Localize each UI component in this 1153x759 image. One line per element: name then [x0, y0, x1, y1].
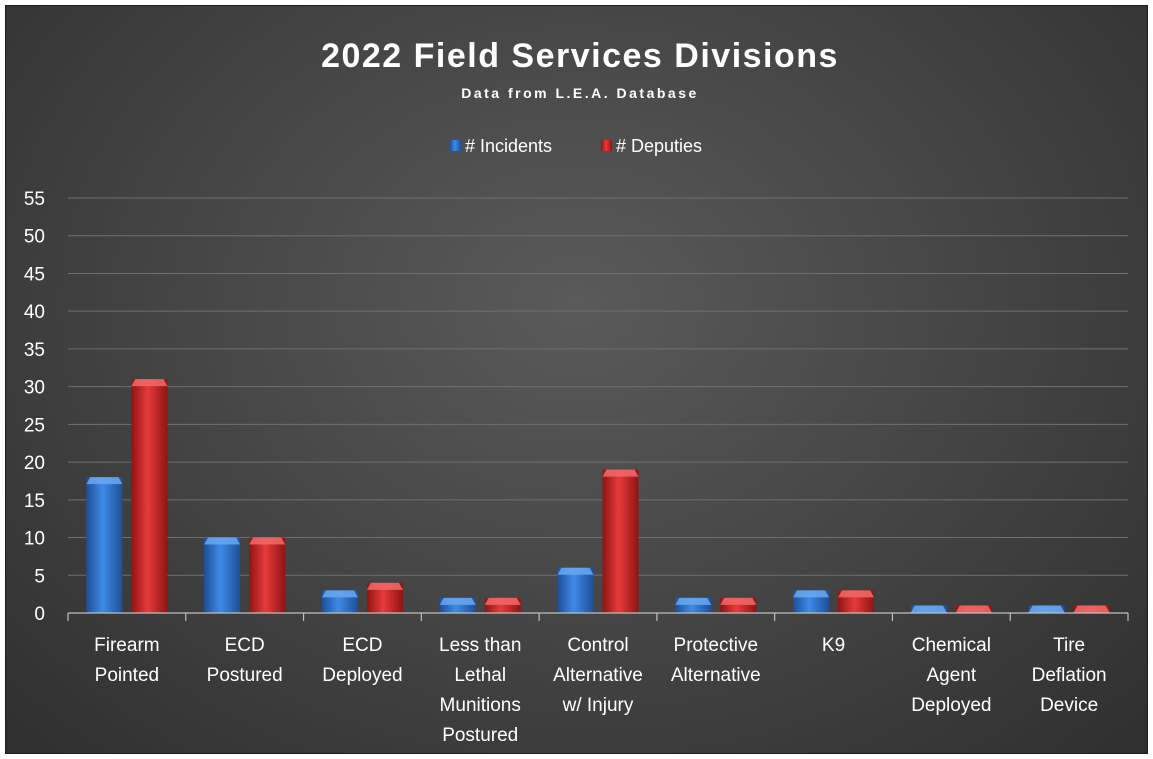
x-tick-label: Pointed — [95, 665, 159, 686]
bar-cap — [439, 597, 476, 605]
x-tick-label: Firearm — [94, 635, 159, 656]
legend: # Incidents # Deputies — [450, 136, 702, 156]
y-tick-label: 45 — [24, 264, 45, 285]
bar-cap — [838, 590, 875, 598]
y-tick-label: 15 — [24, 491, 45, 512]
bar-cap — [793, 590, 830, 598]
x-tick-label: Alternative — [671, 665, 761, 686]
gridlines — [68, 197, 1128, 576]
bar-cap — [86, 477, 123, 485]
y-tick-label: 35 — [24, 340, 45, 361]
x-tick-label: w/ Injury — [562, 695, 634, 716]
bar-deputies — [602, 469, 639, 613]
bar-incidents — [557, 567, 594, 613]
x-tick-label: Tire — [1053, 635, 1085, 656]
bar-deputies — [131, 379, 168, 613]
bar-cap — [910, 605, 947, 613]
bar-cap — [204, 537, 241, 545]
y-tick-label: 30 — [24, 378, 45, 399]
y-tick-label: 5 — [34, 566, 45, 587]
x-tick-label: Alternative — [553, 665, 643, 686]
y-tick-label: 10 — [24, 529, 45, 550]
x-tick-label: Deflation — [1032, 665, 1107, 686]
y-tick-label: 55 — [24, 189, 45, 210]
y-tick-label: 0 — [34, 604, 45, 625]
x-tick-label: Agent — [927, 665, 977, 686]
legend-swatch-deputies — [601, 140, 612, 151]
legend-label-deputies: # Deputies — [616, 136, 702, 156]
x-tick-label: Lethal — [454, 665, 506, 686]
bars — [86, 379, 1110, 613]
bar-cap — [484, 597, 521, 605]
x-tick-label: ECD — [225, 635, 265, 656]
bar-cap — [557, 567, 594, 575]
y-tick-label: 40 — [24, 302, 45, 323]
x-tick-label: Chemical — [912, 635, 991, 656]
bar-cap — [955, 605, 992, 613]
x-tick-label: Device — [1040, 695, 1098, 716]
bar-cap — [366, 582, 403, 590]
x-tick-label: Deployed — [322, 665, 402, 686]
chart-area — [5, 5, 1148, 754]
x-tick-label: Postured — [207, 665, 283, 686]
x-tick-label: Less than — [439, 635, 521, 656]
x-tick-label: Munitions — [440, 695, 521, 716]
bar-incidents — [204, 537, 241, 613]
x-axis — [67, 612, 1129, 621]
bar-cap — [249, 537, 286, 545]
bar-cap — [1073, 605, 1110, 613]
bar-incidents — [86, 477, 123, 613]
x-tick-label: Protective — [674, 635, 758, 656]
y-tick-label: 20 — [24, 453, 45, 474]
x-tick-label: Postured — [442, 725, 518, 746]
bar-cap — [720, 597, 757, 605]
x-tick-label: Deployed — [911, 695, 991, 716]
y-axis: 0 5 10 15 20 25 30 35 40 45 50 55 — [24, 189, 45, 625]
bar-cap — [1028, 605, 1065, 613]
x-tick-label: K9 — [822, 635, 845, 656]
x-tick-label: Control — [567, 635, 628, 656]
x-axis-labels: Firearm Pointed ECD Postured ECD Deployed Less… — [94, 635, 1106, 746]
y-tick-label: 25 — [24, 415, 45, 436]
bar-deputies — [249, 537, 286, 613]
legend-label-incidents: # Incidents — [465, 136, 552, 156]
bar-cap — [675, 597, 712, 605]
y-tick-label: 50 — [24, 227, 45, 248]
chart-title: 2022 Field Services Divisions — [321, 37, 839, 75]
bar-cap — [131, 379, 168, 387]
bar-cap — [602, 469, 639, 477]
chart-subtitle: Data from L.E.A. Database — [461, 85, 699, 101]
x-tick-label: ECD — [342, 635, 382, 656]
legend-swatch-incidents — [450, 140, 461, 151]
bar-cap — [321, 590, 358, 598]
